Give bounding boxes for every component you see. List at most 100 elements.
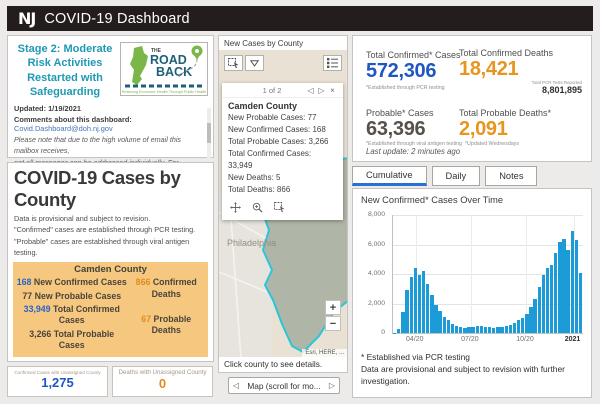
chart-x-axis-labels: 04/20 07/20 10/20 2021 <box>406 336 581 343</box>
map-panel: New Cases by County Philadelphia <box>218 35 348 373</box>
chart-bar <box>562 238 566 333</box>
chart-bar <box>413 268 417 333</box>
nav-left-arrow[interactable]: ◁ <box>232 381 240 390</box>
chart-bar <box>405 290 409 333</box>
popup-prev-button[interactable]: ◁ <box>307 86 314 95</box>
chart-bar <box>545 268 550 333</box>
pcr-tests-label: Total PCR Tests Reported <box>531 80 582 85</box>
statewide-stats-panel: Total Confirmed* Cases 572,306 *Establis… <box>352 35 592 162</box>
new-probable-cases-stat: 77 New Probable Cases <box>22 290 122 301</box>
confirmed-deaths-stat: 866 Confirmed Deaths <box>135 277 197 299</box>
nav-right-arrow[interactable]: ▷ <box>328 381 336 390</box>
philadelphia-region <box>219 190 277 357</box>
total-probable-deaths-value: 2,091 <box>459 118 508 140</box>
chart-bar <box>475 325 479 333</box>
chart-footnote-2: Data are provisional and subject to revi… <box>361 363 565 386</box>
unassigned-cases-card: Confirmed Cases with Unassigned County 1… <box>7 366 108 397</box>
road-back-logo: THE ROAD BACK Restoring Economic Health … <box>120 42 208 96</box>
chart-bar <box>512 322 517 333</box>
total-confirmed-cases-value: 572,306 <box>366 60 437 82</box>
county-card-gloucester: Gloucester County 142 New Confirmed Case… <box>13 360 208 361</box>
popup-close-button[interactable]: × <box>330 86 335 95</box>
legend-button[interactable] <box>323 55 342 71</box>
chart-bar <box>442 316 446 333</box>
nj-state-shape-icon <box>130 46 148 85</box>
comments-label: Comments about this dashboard: <box>14 115 132 125</box>
chart-bar <box>504 325 508 333</box>
dashboard-email-link[interactable]: Covid.Dashboard@doh.nj.gov <box>14 124 113 134</box>
unassigned-deaths-card: Deaths with Unassigned County 0 <box>112 366 213 397</box>
selection-dropdown-button[interactable] <box>245 55 264 71</box>
chart-bar <box>401 312 405 333</box>
select-icon[interactable] <box>274 202 285 212</box>
chart-bar <box>479 326 484 333</box>
chart-bar <box>409 276 413 333</box>
chart-bar <box>496 327 500 333</box>
stage-heading: Stage 2: Moderate Risk Activities Restar… <box>17 43 113 98</box>
chart-bar <box>578 272 583 333</box>
popup-next-button[interactable]: ▷ <box>318 86 325 95</box>
map-tab-navigator[interactable]: ◁ Map (scroll for mo... ▷ <box>228 377 340 394</box>
pcr-tests-block: Total PCR Tests Reported 8,801,895 <box>532 80 582 95</box>
view-tabs: Cumulative Daily Notes <box>352 166 538 186</box>
tab-cumulative[interactable]: Cumulative <box>352 166 427 186</box>
chart-bar <box>421 271 426 333</box>
scrollbar-thumb[interactable] <box>207 123 211 143</box>
tab-daily[interactable]: Daily <box>431 166 481 186</box>
zoom-in-button[interactable]: + <box>325 300 341 315</box>
chart-bar <box>417 275 422 333</box>
cases-over-time-panel: New Confirmed* Cases Over Time 0 2,000 4,0… <box>352 188 592 398</box>
chart-bar <box>521 317 525 333</box>
chart-bar <box>492 327 496 333</box>
cases-by-county-panel: COVID-19 Cases by County Data is provisi… <box>7 162 214 362</box>
chart-bar <box>454 326 459 333</box>
nj-state-logo: NJ <box>18 9 36 28</box>
cases-subtitle-2: "Confirmed" cases are established throug… <box>14 225 196 235</box>
stats-last-update: Last update: 2 minutes ago <box>366 147 461 156</box>
cases-panel-title: COVID-19 Cases by County <box>14 167 181 210</box>
antigen-footnote: *Established through viral antigen testi… <box>366 141 462 147</box>
chart-bar <box>500 326 504 333</box>
cases-subtitle-1: Data is provisional and subject to revis… <box>14 214 151 223</box>
select-features-button[interactable] <box>224 55 243 71</box>
chart-bar <box>446 320 451 333</box>
chart-bar <box>533 299 537 333</box>
chart-bar <box>397 329 401 333</box>
chart-bar <box>438 310 442 333</box>
chart-bar <box>483 326 488 333</box>
chart-bar <box>525 313 529 333</box>
total-confirmed-cases-stat: 33,949 Total Confirmed Cases <box>23 304 120 326</box>
probable-deaths-stat: 67 Probable Deaths <box>141 314 192 336</box>
popup-stat-row: Total Deaths: 866 <box>228 185 291 194</box>
chart-bar <box>430 294 434 333</box>
zoom-out-button[interactable]: − <box>325 316 341 331</box>
chart-bar <box>554 253 558 333</box>
popup-stat-row: New Deaths: 5 <box>228 173 281 182</box>
philadelphia-label: Philadelphia <box>227 238 276 248</box>
unassigned-deaths-label: Deaths with Unassigned County <box>118 369 207 376</box>
map-hint-text: Click county to see details. <box>219 357 347 372</box>
chart-footnote-1: * Established via PCR testing <box>361 352 470 362</box>
chart-bar <box>426 284 430 333</box>
zoom-to-icon[interactable] <box>252 202 263 213</box>
tab-notes[interactable]: Notes <box>485 166 538 186</box>
chart-bar <box>549 265 554 333</box>
chart-bar <box>570 231 574 333</box>
logo-back-text: BACK <box>156 65 192 79</box>
pcr-footnote: *Established through PCR testing <box>366 85 445 91</box>
scrollbar[interactable] <box>207 108 211 158</box>
pan-icon[interactable] <box>230 202 241 213</box>
county-name: Camden County <box>74 264 147 276</box>
chart-bar <box>450 324 455 333</box>
chart-y-axis-labels: 0 2,000 4,000 6,000 8,000 <box>367 211 385 336</box>
total-confirmed-cases-label: Total Confirmed* Cases <box>366 50 461 60</box>
chart-title: New Confirmed* Cases Over Time <box>361 195 504 205</box>
new-confirmed-cases-stat: 168 New Confirmed Cases <box>16 277 127 288</box>
county-card-camden: Camden County 168 New Confirmed Cases 77… <box>13 262 208 357</box>
stage-info-panel: Stage 2: Moderate Risk Activities Restar… <box>7 35 214 193</box>
map-canvas[interactable]: Philadelphia <box>219 50 347 357</box>
chart-bar <box>537 287 541 333</box>
chart-bar <box>558 241 562 333</box>
probable-cases-label: Probable* Cases <box>366 108 434 118</box>
